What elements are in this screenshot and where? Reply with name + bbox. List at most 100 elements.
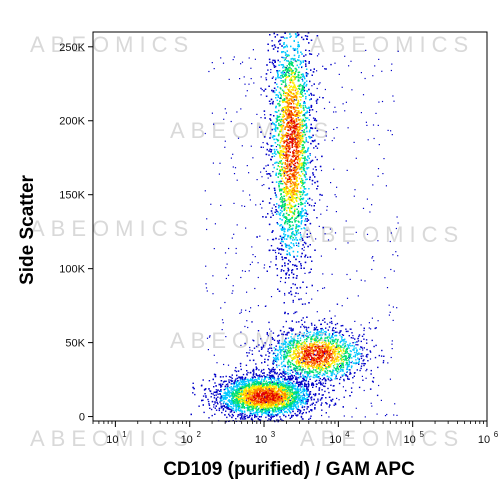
- event-point: [260, 416, 262, 418]
- event-point: [261, 375, 263, 378]
- event-point: [370, 373, 372, 375]
- event-point: [245, 378, 247, 381]
- event-point: [238, 399, 240, 401]
- event-point: [251, 393, 253, 396]
- event-point: [272, 411, 274, 413]
- event-point: [246, 373, 248, 375]
- event-point: [281, 391, 283, 394]
- event-point: [277, 420, 279, 423]
- event-point: [285, 394, 287, 396]
- event-point: [270, 395, 272, 397]
- event-point: [277, 378, 280, 380]
- event-point: [318, 379, 321, 382]
- event-point: [341, 375, 344, 377]
- event-point: [338, 363, 341, 365]
- event-point: [304, 350, 306, 353]
- event-point: [248, 386, 251, 389]
- event-point: [286, 393, 289, 395]
- event-point: [312, 353, 314, 355]
- event-point: [275, 345, 277, 347]
- event-point: [341, 339, 344, 341]
- event-point: [353, 351, 356, 354]
- event-point: [272, 332, 275, 334]
- event-point: [213, 397, 216, 399]
- event-point: [285, 341, 288, 344]
- event-point: [292, 405, 294, 408]
- event-point: [326, 336, 329, 338]
- event-point: [194, 393, 196, 396]
- event-point: [289, 411, 291, 413]
- event-point: [304, 343, 306, 345]
- event-point: [283, 402, 285, 404]
- event-point: [243, 390, 245, 392]
- event-point: [288, 352, 290, 354]
- event-point: [228, 399, 230, 401]
- event-point: [259, 381, 262, 383]
- event-point: [335, 350, 337, 353]
- event-point: [286, 383, 288, 385]
- event-point: [311, 352, 314, 355]
- event-point: [284, 392, 286, 394]
- event-point: [267, 409, 269, 411]
- event-point: [235, 408, 238, 411]
- event-point: [291, 339, 293, 342]
- event-point: [313, 356, 315, 359]
- event-point: [216, 391, 218, 394]
- event-point: [277, 410, 279, 412]
- event-point: [281, 384, 283, 386]
- event-point: [304, 376, 306, 378]
- event-point: [239, 398, 241, 400]
- event-point: [362, 379, 364, 381]
- event-point: [287, 337, 290, 339]
- event-point: [275, 383, 277, 385]
- event-point: [306, 372, 308, 374]
- event-point: [258, 388, 261, 391]
- event-point: [298, 398, 300, 400]
- event-point: [270, 374, 273, 377]
- event-point: [319, 331, 321, 333]
- event-point: [328, 361, 330, 364]
- event-point: [236, 391, 238, 393]
- event-point: [280, 383, 282, 385]
- event-point: [263, 398, 265, 400]
- event-point: [312, 386, 314, 388]
- event-point: [314, 408, 316, 410]
- event-point: [361, 346, 363, 348]
- event-point: [267, 401, 269, 403]
- event-point: [238, 402, 240, 404]
- event-point: [246, 396, 249, 398]
- event-point: [284, 411, 286, 413]
- event-point: [299, 397, 301, 399]
- event-point: [268, 378, 270, 380]
- event-point: [324, 347, 327, 349]
- event-point: [277, 383, 279, 385]
- event-point: [263, 389, 265, 392]
- event-point: [210, 396, 212, 398]
- event-point: [306, 397, 309, 399]
- event-point: [295, 366, 298, 368]
- event-point: [331, 379, 333, 381]
- event-point: [312, 366, 314, 368]
- event-point: [257, 383, 259, 385]
- event-point: [224, 414, 226, 416]
- event-point: [273, 397, 275, 400]
- event-point: [266, 333, 268, 335]
- event-point: [329, 348, 331, 350]
- event-point: [271, 392, 274, 394]
- event-point: [232, 395, 234, 397]
- event-point: [286, 392, 288, 394]
- event-point: [310, 397, 312, 399]
- event-point: [255, 396, 257, 398]
- event-point: [258, 407, 260, 410]
- event-point: [262, 386, 265, 388]
- event-point: [242, 393, 244, 396]
- event-point: [302, 418, 304, 420]
- event-point: [282, 413, 284, 415]
- event-point: [248, 404, 250, 406]
- event-point: [284, 346, 286, 348]
- event-point: [282, 371, 284, 374]
- event-point: [244, 397, 246, 399]
- event-point: [232, 389, 234, 391]
- event-point: [345, 357, 347, 360]
- event-point: [255, 374, 258, 376]
